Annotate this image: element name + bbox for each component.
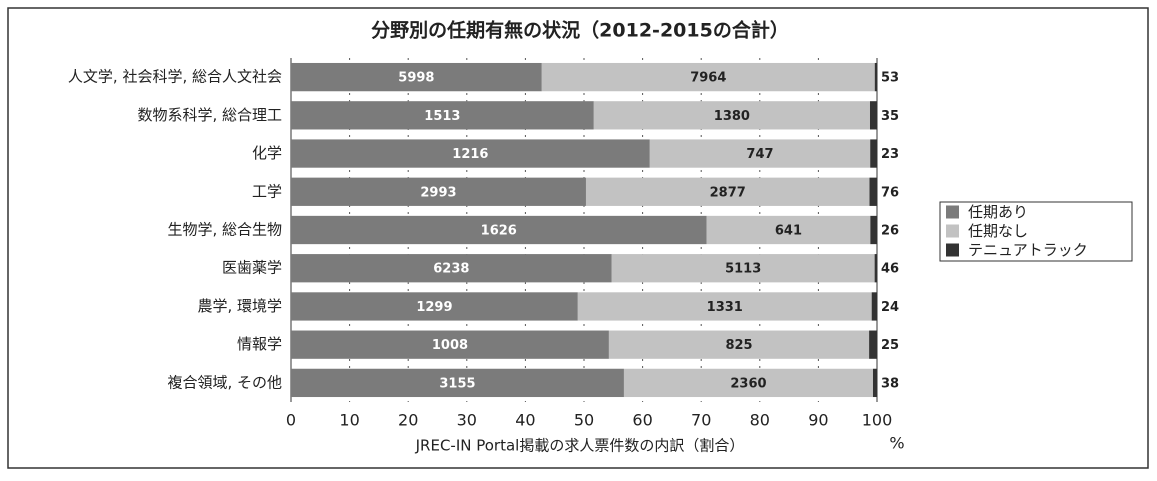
data-label: 2877 (710, 185, 746, 200)
bar-segment (869, 101, 877, 130)
data-label: 1513 (424, 109, 460, 124)
y-tick-label: 化学 (252, 144, 282, 162)
bar-segment (291, 330, 609, 359)
x-unit: % (889, 434, 904, 453)
legend-swatch (946, 243, 959, 257)
x-tick-label: 70 (691, 411, 711, 430)
y-tick-label: 生物学, 総合生物 (167, 221, 282, 239)
bar-segment (706, 215, 871, 245)
bar-segment (649, 139, 871, 168)
bar-segment (611, 254, 875, 283)
data-label: 5113 (725, 262, 761, 277)
bar-segment (869, 330, 877, 359)
data-label: 2993 (420, 185, 456, 200)
bar-segment (291, 177, 586, 206)
x-tick-label: 80 (750, 411, 770, 430)
y-tick-label: 農学, 環境学 (197, 297, 282, 315)
y-tick-label: 工学 (252, 182, 282, 200)
legend-swatch (946, 205, 959, 219)
x-tick-label: 60 (632, 411, 652, 430)
y-tick-label: 医歯薬学 (222, 259, 282, 277)
data-label: 3155 (439, 376, 475, 391)
legend-label: 任期あり (968, 203, 1028, 221)
legend-box (939, 201, 1133, 262)
legend-label: 任期なし (968, 222, 1028, 240)
data-label: 5998 (398, 71, 434, 86)
bar-segment (291, 254, 612, 283)
bar-segment (869, 177, 877, 206)
bar-segment (870, 139, 877, 168)
x-tick-label: 100 (862, 411, 893, 430)
data-label: 53 (881, 71, 899, 86)
bar-segment (874, 254, 877, 283)
x-tick-label: 40 (515, 411, 535, 430)
bar-segment (593, 101, 870, 130)
bar-segment (872, 368, 877, 398)
data-label: 1008 (432, 338, 468, 353)
chart-title: 分野別の任期有無の状況（2012-2015の合計） (371, 19, 789, 42)
bar-segment (585, 177, 870, 206)
x-tick-label: 20 (398, 411, 418, 430)
data-label: 24 (881, 300, 899, 315)
data-label: 747 (746, 147, 773, 162)
data-label: 641 (775, 224, 802, 239)
x-axis-label: JREC-IN Portal掲載の求人票件数の内訳（割合） (415, 437, 745, 455)
bar-segment (291, 139, 650, 168)
legend-swatch (946, 224, 959, 238)
data-label: 35 (881, 109, 899, 124)
legend-label: テニュアトラック (968, 241, 1088, 259)
bar-segment (874, 62, 877, 92)
x-tick-label: 0 (286, 411, 296, 430)
data-label: 1626 (481, 224, 517, 239)
bar-segment (541, 62, 875, 92)
data-label: 7964 (690, 71, 726, 86)
bar-segment (291, 368, 624, 398)
data-label: 38 (881, 376, 899, 391)
bar-segment (291, 101, 594, 130)
bar-segment (291, 292, 578, 321)
bar-segment (291, 62, 542, 92)
data-label: 1380 (714, 109, 750, 124)
data-label: 26 (881, 224, 899, 239)
data-label: 25 (881, 338, 899, 353)
y-tick-label: 人文学, 社会科学, 総合人文社会 (68, 68, 282, 86)
y-tick-label: 複合領域, その他 (167, 373, 282, 391)
y-tick-label: 情報学 (237, 335, 282, 353)
data-label: 825 (725, 338, 752, 353)
bar-segment (623, 368, 873, 398)
x-tick-label: 50 (574, 411, 594, 430)
data-label: 46 (881, 262, 899, 277)
data-label: 1331 (707, 300, 743, 315)
bar-segment (577, 292, 872, 321)
data-label: 1216 (452, 147, 488, 162)
bar-segment (870, 215, 877, 245)
x-tick-label: 10 (339, 411, 359, 430)
x-tick-label: 90 (808, 411, 828, 430)
y-tick-label: 数物系科学, 総合理工 (137, 106, 282, 124)
data-label: 1299 (416, 300, 452, 315)
bar-segment (871, 292, 877, 321)
bar-segment (291, 215, 707, 245)
data-label: 2360 (730, 376, 766, 391)
bar-segment (608, 330, 870, 359)
data-label: 76 (881, 185, 899, 200)
data-label: 23 (881, 147, 899, 162)
data-label: 6238 (433, 262, 469, 277)
x-tick-label: 30 (457, 411, 477, 430)
